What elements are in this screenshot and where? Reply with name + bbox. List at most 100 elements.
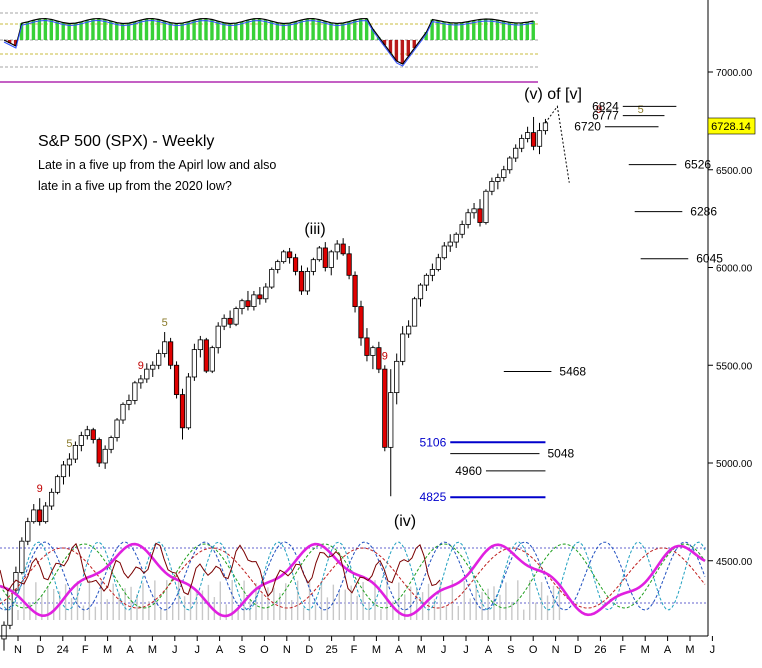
x-tick-label: F <box>351 644 358 656</box>
osc-top-bar <box>245 19 250 40</box>
osc-top-bar <box>382 40 387 45</box>
osc-top-bar <box>198 18 202 40</box>
x-tick-label: D <box>574 644 582 656</box>
x-tick-label: A <box>395 644 403 656</box>
candle-up <box>156 353 162 366</box>
count-label: 5 <box>162 317 168 329</box>
osc-top-bar <box>126 23 131 40</box>
osc-top-bar <box>299 19 303 40</box>
osc-top-bar <box>436 20 440 40</box>
level-label: 5106 <box>420 435 447 449</box>
candle-down <box>298 271 305 292</box>
last-price-tag-bg <box>707 117 756 135</box>
candle-down <box>90 429 96 440</box>
osc-top-bar <box>460 22 464 40</box>
osc-top-bar <box>91 18 95 40</box>
osc-top-bar <box>251 18 256 40</box>
candle-down <box>245 300 251 307</box>
osc-top-bar <box>79 21 83 40</box>
candle-up <box>19 540 25 573</box>
candle-up <box>316 247 322 261</box>
osc-top-bar <box>132 21 137 40</box>
cycle-wave-blue <box>0 541 706 611</box>
candle-up <box>66 458 73 466</box>
candle-up <box>251 294 257 307</box>
candle-down <box>203 339 209 372</box>
osc-top-bar <box>353 19 357 40</box>
chart-subtitle-line-2: late in a five up from the 2020 low? <box>38 179 232 193</box>
osc-top-bar <box>186 21 190 40</box>
osc-top-bar <box>472 20 476 40</box>
wave-label-iv: (iv) <box>394 513 416 530</box>
candle-down <box>477 208 483 223</box>
candle-up <box>138 378 144 384</box>
candle-up <box>417 284 424 300</box>
osc-top-bar <box>180 23 184 40</box>
wave-label-v: (v) of [v] <box>524 86 582 103</box>
candle-down <box>530 132 537 147</box>
candle-up <box>275 261 281 270</box>
osc-top-bar <box>121 23 125 40</box>
osc-top-bar <box>25 21 30 40</box>
osc-top-bar <box>156 19 161 40</box>
candle-up <box>114 419 120 438</box>
osc-top-bar <box>269 21 274 40</box>
osc-top-bar <box>483 19 488 40</box>
x-tick-label: M <box>641 644 650 656</box>
x-tick-label: M <box>103 644 112 656</box>
y-axis: 7000.00 6500.00 6000.00 5500.00 5000.00 4500.… <box>708 68 753 568</box>
candle-up <box>150 364 156 370</box>
level-label: 6824 <box>592 99 619 113</box>
candle-up <box>536 130 543 147</box>
candle-up <box>43 505 49 523</box>
osc-top-bar <box>364 18 369 40</box>
count-label: 5 <box>66 438 72 450</box>
x-tick-label: J <box>172 644 178 656</box>
x-tick-label: D <box>36 644 44 656</box>
candle-up <box>405 325 412 335</box>
candle-up <box>108 437 114 450</box>
candle-up <box>542 122 549 132</box>
candle-up <box>304 271 311 292</box>
candle-up <box>233 308 239 325</box>
osc-top-bar <box>394 40 399 61</box>
candle-up <box>197 339 203 351</box>
osc-top-bar <box>67 23 71 40</box>
x-tick-label: A <box>216 644 224 656</box>
osc-top-bar <box>359 18 363 40</box>
osc-top-bar <box>43 18 48 40</box>
osc-top-signal-line <box>3 20 534 67</box>
osc-top-bar <box>525 22 529 40</box>
osc-top-bar <box>19 23 24 40</box>
level-label: 6526 <box>684 158 711 172</box>
level-label: 6045 <box>696 252 723 266</box>
count-label: 9 <box>37 483 43 495</box>
osc-top-bar <box>263 19 268 40</box>
candle-up <box>263 286 269 300</box>
candle-up <box>334 243 340 253</box>
x-tick-label: F <box>82 644 89 656</box>
osc-top-bar <box>168 22 172 40</box>
candle-up <box>102 448 108 464</box>
osc-top-bar <box>501 21 506 40</box>
osc-top-bar <box>531 21 535 40</box>
x-tick-label: O <box>260 644 269 656</box>
level-label: 5468 <box>559 365 586 379</box>
candle-down <box>352 274 358 308</box>
candle-up <box>310 259 317 272</box>
x-tick-label: M <box>148 644 157 656</box>
osc-top-bar <box>13 40 18 46</box>
osc-top-bar <box>162 21 167 40</box>
candle-down <box>382 368 388 448</box>
candle-down <box>179 394 186 429</box>
candle-up <box>185 376 192 429</box>
candle-up <box>49 491 55 507</box>
osc-top-bar <box>466 21 470 40</box>
level-label: 6777 <box>592 109 619 123</box>
x-tick-label: 25 <box>325 644 337 656</box>
x-tick-label: J <box>194 644 200 656</box>
osc-top-bar <box>513 22 518 40</box>
osc-top-bar <box>281 23 286 40</box>
level-label: 5048 <box>548 447 575 461</box>
